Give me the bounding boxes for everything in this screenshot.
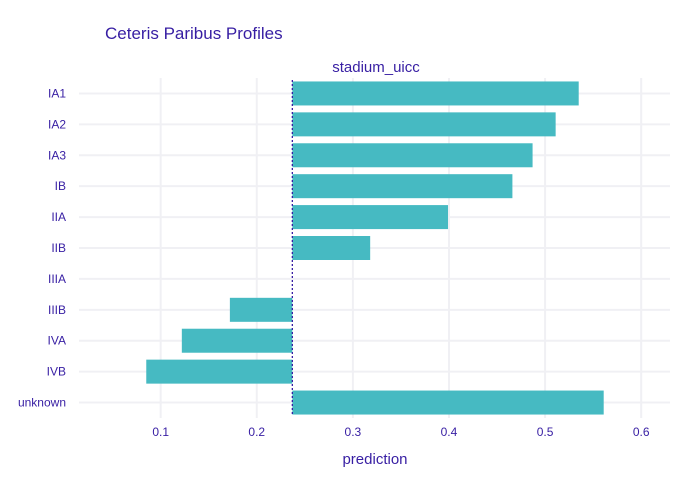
category-label: IA3 (48, 148, 66, 162)
category-label: IIA (51, 210, 66, 224)
chart-title: Ceteris Paribus Profiles (105, 24, 283, 43)
bar (292, 205, 449, 230)
bar (292, 112, 556, 137)
category-label: IB (55, 179, 66, 193)
category-label: unknown (18, 396, 66, 410)
x-tick-label: 0.2 (248, 425, 265, 439)
bar (292, 81, 579, 106)
bar (292, 143, 533, 168)
category-labels: IA1 IA2 IA3 IB IIA IIB IIIA IIIB IVA IVB unknown (18, 86, 66, 409)
x-tick-label: 0.1 (152, 425, 169, 439)
x-tick-label: 0.6 (633, 425, 650, 439)
bar (292, 390, 604, 415)
chart-subtitle: stadium_uicc (332, 59, 420, 76)
category-label: IA1 (48, 86, 66, 100)
x-tick-labels: 0.1 0.2 0.3 0.4 0.5 0.6 (152, 425, 649, 439)
x-tick-label: 0.3 (345, 425, 362, 439)
category-label: IIB (51, 241, 66, 255)
category-label: IIIB (48, 303, 66, 317)
bar (292, 236, 371, 260)
category-label: IVB (47, 365, 66, 379)
category-label: IA2 (48, 117, 66, 131)
category-label: IVA (48, 334, 66, 348)
bars (146, 81, 604, 415)
x-axis-label: prediction (342, 451, 407, 468)
x-tick-label: 0.4 (441, 425, 458, 439)
category-label: IIIA (48, 272, 66, 286)
bar (181, 328, 293, 353)
bar (146, 359, 293, 384)
x-tick-label: 0.5 (537, 425, 554, 439)
bar (229, 297, 293, 322)
bar (292, 174, 513, 199)
